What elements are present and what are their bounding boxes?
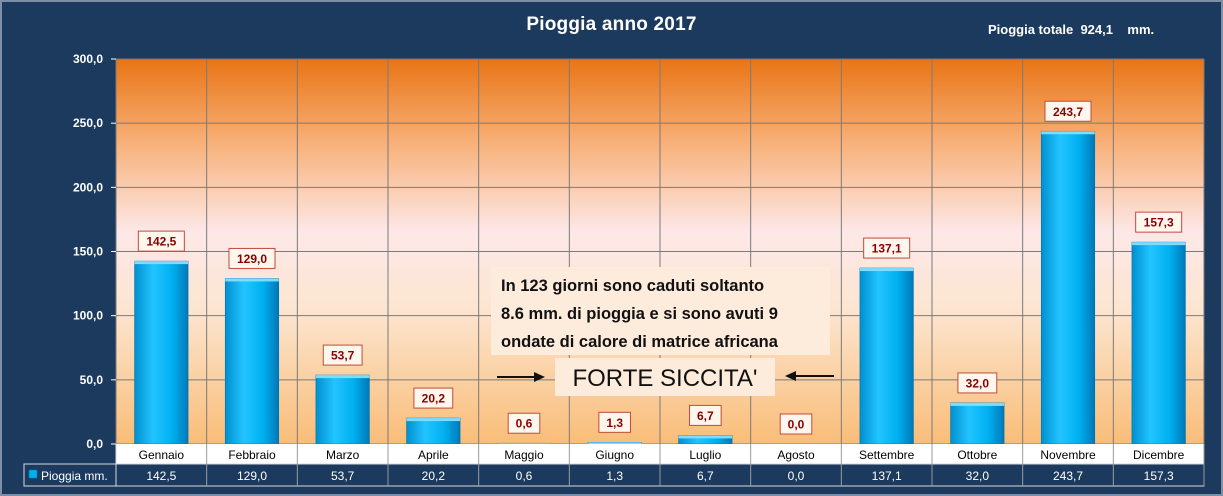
y-tick-label: 200,0	[73, 180, 103, 194]
bar-cap-aprile	[406, 418, 461, 422]
table-value-cell: 157,3	[1144, 469, 1174, 483]
bar-dicembre	[1131, 241, 1186, 445]
data-label: 142,5	[146, 235, 176, 249]
y-axis: 0,0 50,0 100,0 150,0 200,0 250,0 300,0	[73, 52, 116, 451]
bar-gennaio	[134, 260, 189, 445]
siccita-label: FORTE SICCITA'	[572, 365, 757, 392]
bar-aprile	[406, 417, 461, 445]
data-label: 0,6	[516, 417, 533, 431]
data-label-box	[322, 344, 363, 366]
data-table: Gennaio 142,5 Febbraio 129,0 Marzo 53,7 Aprile…	[23, 444, 1205, 487]
data-label-box	[598, 411, 631, 433]
data-label: 137,1	[872, 242, 902, 256]
y-tick-label: 50,0	[80, 373, 104, 387]
bar-cap-dicembre	[1131, 242, 1186, 246]
bar-cap-marzo	[315, 375, 370, 379]
x-category-label: Novembre	[1040, 448, 1096, 462]
data-label: 157,3	[1144, 216, 1174, 230]
annotation-line-1: In 123 giorni sono caduti soltanto	[501, 277, 764, 295]
table-value-cell: 6,7	[697, 469, 714, 483]
data-label: 20,2	[422, 392, 446, 406]
x-category-label: Giugno	[595, 448, 634, 462]
x-category-label: Febbraio	[228, 448, 276, 462]
bar-febbraio	[224, 278, 280, 445]
bar-novembre	[1040, 130, 1096, 445]
data-label: 32,0	[966, 376, 990, 390]
data-label-box	[507, 412, 541, 434]
table-value-cell: 129,0	[237, 469, 267, 483]
right-arrow-icon	[785, 371, 834, 381]
data-label: 1,3	[606, 416, 623, 430]
bar-cap-settembre	[859, 268, 914, 272]
annotation-box: In 123 giorni sono caduti soltanto 8.6 m…	[491, 267, 830, 355]
table-value-cell: 243,7	[1053, 469, 1083, 483]
x-category-label: Luglio	[689, 448, 721, 462]
bars	[134, 130, 1186, 445]
table-value-cell: 1,3	[606, 469, 623, 483]
x-category-label: Agosto	[777, 448, 815, 462]
table-value-cell: 0,0	[788, 469, 805, 483]
data-label-box	[228, 247, 276, 269]
chart-title: Pioggia anno 2017	[526, 14, 697, 35]
bar-cap-ottobre	[950, 402, 1005, 406]
data-label: 129,0	[237, 252, 267, 266]
x-category-label: Gennaio	[139, 448, 185, 462]
data-label: 243,7	[1053, 105, 1083, 119]
x-category-label: Ottobre	[957, 448, 997, 462]
bar-cap-febbraio	[225, 278, 279, 282]
bar-settembre	[859, 267, 914, 445]
bar-cap-gennaio	[134, 261, 189, 265]
table-value-cell: 32,0	[966, 469, 990, 483]
data-label: 0,0	[788, 418, 805, 432]
data-label: 6,7	[697, 409, 714, 423]
y-tick-label: 100,0	[73, 309, 103, 323]
table-value-cell: 137,1	[872, 469, 902, 483]
x-category-label: Settembre	[859, 448, 915, 462]
x-category-label: Dicembre	[1133, 448, 1185, 462]
data-label-box	[689, 404, 722, 426]
left-arrow-icon	[497, 372, 545, 382]
siccita-box: FORTE SICCITA'	[555, 358, 775, 396]
data-label-box	[779, 413, 813, 435]
table-value-cell: 20,2	[422, 469, 446, 483]
data-labels: 142,5 129,0 53,7 20,2 0,6 1,3 6,7 0,0 137,1 32,0 2…	[137, 100, 1183, 435]
x-category-label: Aprile	[418, 448, 449, 462]
data-label-box	[1044, 100, 1092, 122]
data-label-box	[957, 372, 998, 394]
bar-cap-luglio	[678, 435, 733, 439]
data-label-box	[1135, 211, 1183, 233]
y-tick-label: 150,0	[73, 245, 103, 259]
total-rain-label: Pioggia totale 924,1 mm.	[988, 22, 1155, 37]
legend-series-label: Pioggia mm.	[41, 469, 108, 483]
bar-cap-maggio	[497, 443, 551, 444]
table-value-cell: 0,6	[516, 469, 533, 483]
bar-marzo	[315, 374, 370, 445]
x-category-label: Marzo	[326, 448, 360, 462]
data-label-box	[863, 237, 911, 259]
y-tick-label: 250,0	[73, 116, 103, 130]
annotation-line-2: 8.6 mm. di pioggia e si sono avuti 9	[501, 305, 778, 323]
y-tick-label: 0,0	[86, 437, 103, 451]
table-value-cell: 53,7	[331, 469, 355, 483]
legend-swatch	[28, 469, 38, 479]
bar-cap-novembre	[1041, 131, 1095, 135]
y-tick-label: 300,0	[73, 52, 103, 66]
x-category-label: Maggio	[504, 448, 544, 462]
annotation-line-3: ondate di calore di matrice africana	[501, 333, 779, 351]
bar-ottobre	[950, 402, 1005, 445]
data-label-box	[413, 387, 454, 409]
table-value-cell: 142,5	[146, 469, 176, 483]
data-label: 53,7	[331, 349, 355, 363]
data-label-box	[137, 230, 185, 252]
bar-cap-giugno	[587, 442, 642, 444]
